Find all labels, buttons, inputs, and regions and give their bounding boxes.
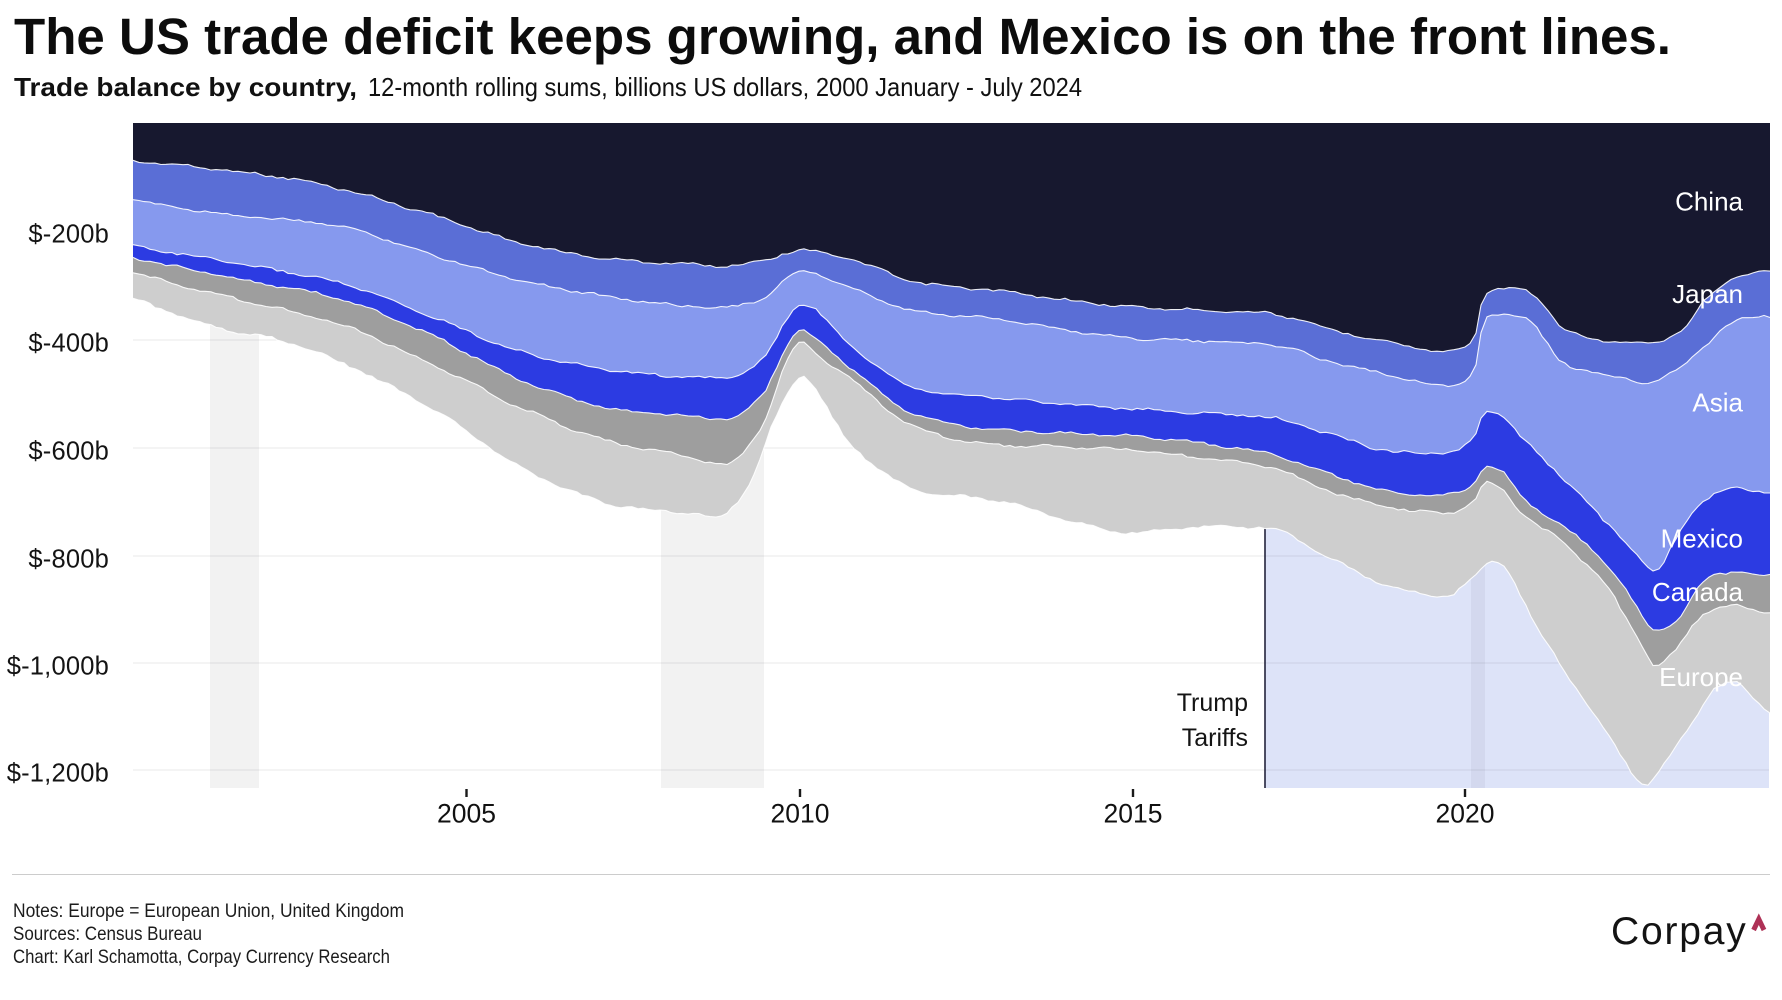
svg-text:Notes: Europe = European Union: Notes: Europe = European Union, United K… <box>13 900 404 922</box>
svg-text:Sources: Census Bureau: Sources: Census Bureau <box>13 923 202 945</box>
svg-text:12-month rolling sums, billion: 12-month rolling sums, billions US dolla… <box>368 72 1082 102</box>
svg-text:Tariffs: Tariffs <box>1182 724 1248 752</box>
svg-text:Europe: Europe <box>1659 662 1743 692</box>
svg-text:2010: 2010 <box>771 799 830 829</box>
svg-text:The US trade deficit keeps gro: The US trade deficit keeps growing, and … <box>14 8 1671 65</box>
svg-text:$-400b: $-400b <box>28 330 109 358</box>
svg-text:$-800b: $-800b <box>28 546 109 574</box>
svg-text:$-1,000b: $-1,000b <box>7 653 109 681</box>
svg-text:$-200b: $-200b <box>28 221 109 249</box>
svg-text:Canada: Canada <box>1652 577 1744 607</box>
svg-text:Trade balance by country,: Trade balance by country, <box>14 72 357 102</box>
svg-text:Trump: Trump <box>1177 689 1248 717</box>
svg-text:2005: 2005 <box>437 799 496 829</box>
svg-text:Corpay: Corpay <box>1611 910 1748 953</box>
svg-text:$-600b: $-600b <box>28 438 109 466</box>
svg-text:2020: 2020 <box>1436 799 1495 829</box>
svg-text:Mexico: Mexico <box>1661 524 1743 554</box>
svg-text:China: China <box>1675 187 1743 217</box>
svg-text:Japan: Japan <box>1672 279 1743 309</box>
svg-text:2015: 2015 <box>1104 799 1163 829</box>
svg-text:Asia: Asia <box>1692 388 1743 418</box>
svg-text:Chart: Karl Schamotta, Corpay: Chart: Karl Schamotta, Corpay Currency R… <box>13 946 390 968</box>
svg-text:$-1,200b: $-1,200b <box>7 760 109 788</box>
